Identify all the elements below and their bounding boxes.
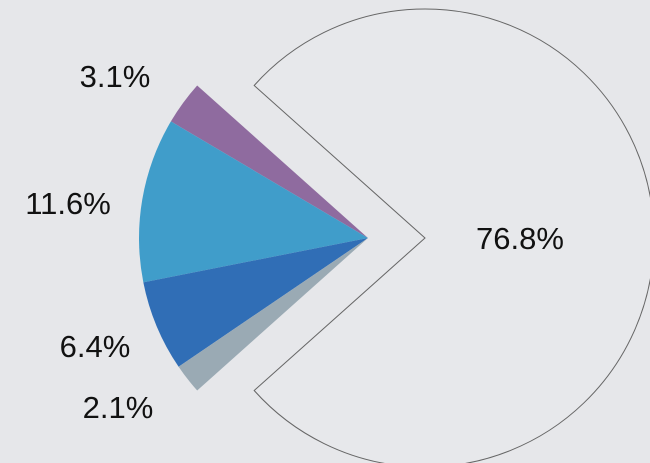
data-label: 11.6%	[25, 186, 111, 221]
pie-slice	[143, 238, 368, 367]
data-label: 6.4%	[60, 329, 131, 364]
pie-slice	[253, 8, 650, 463]
data-label: 3.1%	[80, 59, 151, 94]
data-label: 76.8%	[476, 221, 564, 256]
pie-slice	[139, 121, 368, 283]
data-label: 2.1%	[83, 390, 154, 425]
pie-slice	[178, 238, 368, 391]
pie-slice	[170, 85, 368, 239]
